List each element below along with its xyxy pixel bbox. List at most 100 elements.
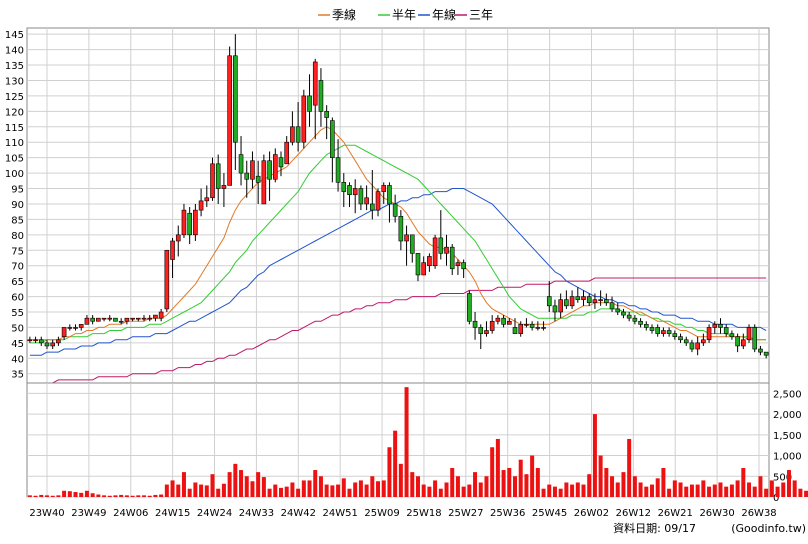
candle xyxy=(375,188,381,217)
candle xyxy=(632,315,638,325)
candle xyxy=(701,333,706,346)
volume-bar xyxy=(90,493,95,497)
candle xyxy=(615,302,621,316)
price-tick-label: 120 xyxy=(5,107,24,118)
volume-bar xyxy=(615,482,620,497)
volume-bar xyxy=(44,495,49,497)
candle-body xyxy=(141,317,147,320)
volume-bar xyxy=(712,484,717,497)
volume-bar xyxy=(707,486,712,497)
candle-body xyxy=(427,256,432,266)
volume-bar xyxy=(33,495,38,497)
volume-bar xyxy=(102,495,107,497)
candle-body xyxy=(586,296,592,304)
candle-body xyxy=(649,327,655,331)
candle-body xyxy=(90,317,95,322)
volume-bar xyxy=(336,484,341,497)
x-tick-label: 24W33 xyxy=(239,508,274,519)
candle xyxy=(370,170,375,220)
candle xyxy=(44,339,50,350)
volume-bar xyxy=(438,488,443,497)
volume-bar xyxy=(747,482,752,497)
candle xyxy=(164,249,170,312)
candle-body xyxy=(130,317,135,320)
candle-body xyxy=(609,302,615,310)
volume-bar xyxy=(273,484,278,497)
candle-body xyxy=(147,317,153,320)
volume-bar xyxy=(444,482,449,497)
price-tick-label: 50 xyxy=(11,323,24,334)
candle-body xyxy=(484,330,489,334)
candle xyxy=(170,237,175,279)
candle xyxy=(604,293,609,306)
volume-panel: 0 500 1,000 1,500 2,000 2,500 23W40 23W49 24W06 2… xyxy=(26,382,808,519)
ma-year-line xyxy=(29,188,767,356)
volume-bar xyxy=(313,470,318,497)
volume-tick-label: 2,000 xyxy=(773,410,802,421)
candle xyxy=(90,315,95,325)
volume-bar xyxy=(176,484,181,497)
volume-bar xyxy=(216,488,221,497)
candle xyxy=(598,290,603,306)
candle-body xyxy=(158,311,164,319)
candle xyxy=(255,160,261,204)
volume-bar xyxy=(667,488,672,497)
volume-bar xyxy=(364,484,369,497)
volume-bar xyxy=(689,484,694,497)
candle-body xyxy=(96,317,101,322)
volume-bar xyxy=(393,430,398,497)
volume-bar xyxy=(575,482,580,497)
volume-bar xyxy=(136,495,141,497)
volume-bar xyxy=(267,488,272,497)
candle-body xyxy=(615,308,621,313)
volume-bar xyxy=(113,495,118,497)
candle-body xyxy=(729,333,735,337)
candle xyxy=(301,89,307,149)
candle xyxy=(672,330,678,340)
volume-bar xyxy=(398,463,403,497)
candle-body xyxy=(50,342,55,347)
volume-bar xyxy=(50,495,55,497)
candle-body xyxy=(535,327,541,329)
candle xyxy=(238,136,244,186)
candle-body xyxy=(250,160,255,180)
volume-bar xyxy=(39,494,44,497)
volume-bar xyxy=(684,486,689,497)
candle xyxy=(318,68,324,127)
candle xyxy=(438,210,444,260)
candle-body xyxy=(381,185,387,192)
volume-bar xyxy=(558,488,563,497)
candle xyxy=(347,182,352,208)
volume-bar xyxy=(290,482,295,497)
candle xyxy=(324,105,329,140)
candle-body xyxy=(261,160,267,205)
volume-bar xyxy=(798,488,803,497)
volume-bar xyxy=(649,484,654,497)
price-tick-label: 125 xyxy=(5,92,24,103)
volume-bar xyxy=(56,495,61,497)
volume-bar xyxy=(455,476,460,497)
candle-body xyxy=(581,296,586,300)
volume-bar xyxy=(79,492,84,497)
x-tick-label: 25W45 xyxy=(532,508,567,519)
candle-body xyxy=(752,327,758,350)
candle-body xyxy=(467,293,472,322)
candle-body xyxy=(278,157,284,168)
candle-body xyxy=(592,299,598,304)
volume-bar xyxy=(341,478,346,497)
candle xyxy=(689,339,695,353)
candle xyxy=(524,318,529,328)
x-tick-label: 25W27 xyxy=(448,508,483,519)
price-tick-label: 90 xyxy=(11,200,24,211)
candle xyxy=(290,111,295,146)
candle-body xyxy=(107,317,113,320)
price-tick-label: 110 xyxy=(5,138,24,149)
x-tick-label: 26W38 xyxy=(741,508,776,519)
candle xyxy=(341,173,347,208)
candle xyxy=(535,321,541,331)
volume-bar xyxy=(324,484,329,497)
candle-body xyxy=(73,327,78,329)
price-tick-label: 135 xyxy=(5,61,24,72)
volume-bar xyxy=(530,455,535,497)
legend-item: 季線 xyxy=(318,7,356,22)
